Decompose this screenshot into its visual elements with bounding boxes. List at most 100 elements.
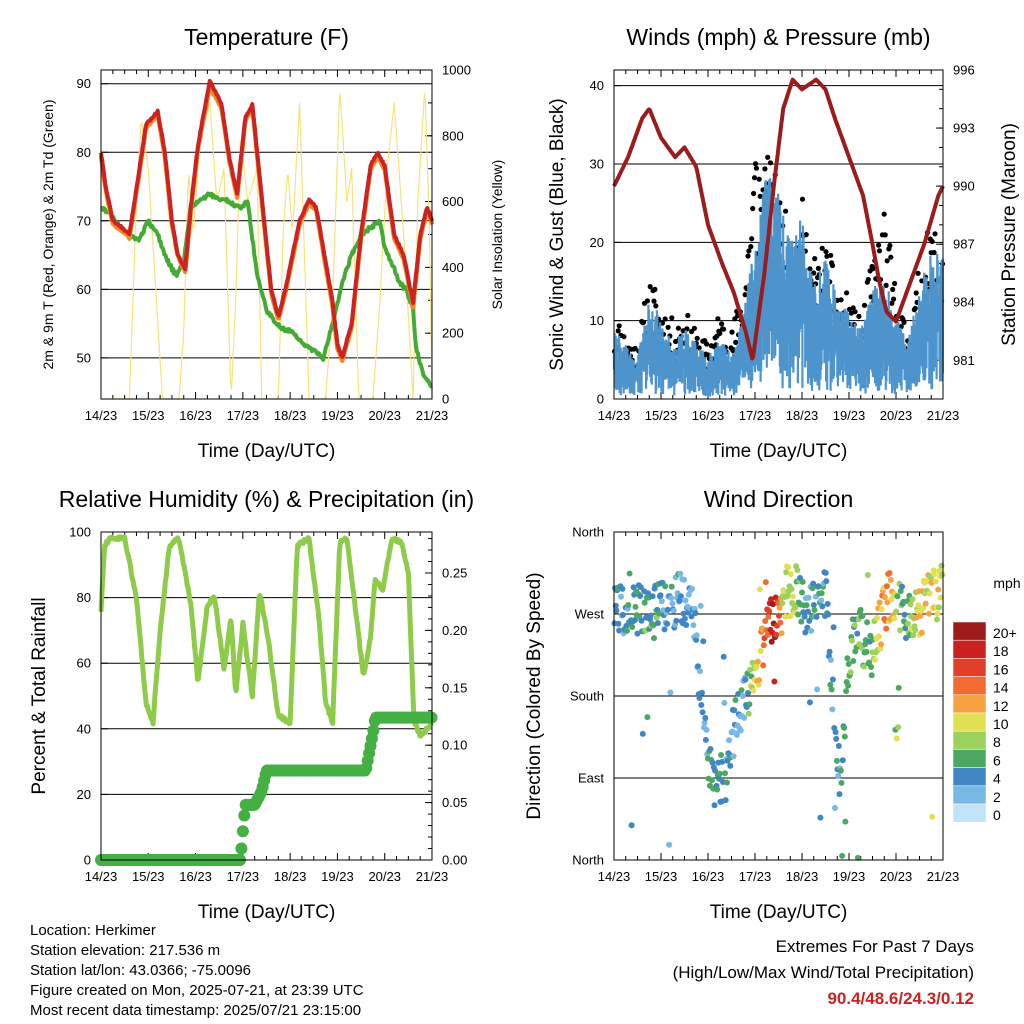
direction-point [657, 592, 664, 599]
direction-point [837, 767, 844, 774]
gust-point [829, 262, 836, 269]
y2-tick-label: 993 [953, 121, 975, 136]
direction-point [721, 700, 728, 706]
y-axis-label: Sonic Wind & Gust (Blue, Black) [547, 98, 568, 370]
x-axis-label: Time (Day/UTC) [710, 441, 848, 462]
direction-point [897, 588, 904, 595]
y2-tick-label: 400 [442, 260, 464, 275]
direction-point [750, 687, 757, 694]
direction-point [670, 607, 677, 614]
direction-point [662, 583, 669, 590]
direction-point [801, 613, 808, 620]
direction-point [637, 584, 644, 591]
direction-point [813, 613, 820, 620]
station-pressure-line [612, 77, 945, 361]
direction-point [677, 570, 684, 577]
direction-point [700, 638, 707, 645]
gust-point [665, 324, 671, 330]
gust-point [913, 290, 919, 296]
direction-point [864, 572, 871, 578]
direction-point [920, 605, 927, 612]
temp-2m-line [99, 78, 434, 359]
x-tick-label: 19/23 [833, 869, 866, 884]
direction-point [732, 697, 739, 703]
y2-tick-label: 0.15 [442, 680, 467, 695]
gust-point [889, 300, 895, 306]
direction-point [768, 596, 775, 603]
direction-point [836, 791, 843, 798]
direction-point [731, 707, 738, 714]
x-tick-label: 18/23 [786, 408, 819, 423]
x-tick-label: 15/23 [645, 408, 678, 423]
gust-point [753, 165, 760, 171]
colorbar-swatch [952, 712, 987, 732]
precip-point [235, 842, 248, 855]
direction-point [716, 770, 723, 777]
gust-point [799, 196, 806, 202]
gust-point [653, 303, 659, 309]
direction-point [823, 578, 830, 585]
direction-point [746, 701, 753, 708]
direction-point [615, 620, 622, 627]
y2-tick-label: 996 [953, 63, 975, 78]
plot-border [100, 531, 433, 861]
direction-point [641, 599, 648, 606]
direction-point [857, 606, 864, 613]
direction-point [874, 615, 880, 621]
gust-point [783, 208, 789, 214]
y-tick-label: 50 [77, 350, 91, 365]
direction-point [830, 624, 837, 631]
gust-point [815, 265, 822, 271]
direction-point [733, 731, 740, 738]
gust-point [852, 309, 858, 315]
colorbar-swatch [952, 676, 987, 696]
direction-point [878, 641, 884, 648]
gust-point [915, 270, 921, 276]
y2-tick-label: 200 [442, 326, 464, 341]
direction-point [722, 770, 728, 777]
direction-point [628, 822, 635, 829]
location-text: Location: Herkimer [30, 922, 156, 939]
direction-point [667, 689, 674, 696]
direction-point [634, 630, 641, 637]
gust-point [890, 286, 896, 292]
direction-point [722, 797, 729, 804]
y2-tick-label: 0.20 [442, 623, 467, 638]
direction-point [760, 662, 767, 669]
precip-point [367, 724, 380, 737]
direction-point [626, 570, 633, 577]
direction-point [845, 661, 852, 667]
direction-point [776, 612, 782, 619]
direction-point [649, 593, 656, 600]
colorbar-swatch [952, 749, 987, 768]
extremes-subtitle: (High/Low/Max Wind/Total Precipitation) [672, 963, 974, 982]
direction-point [805, 594, 812, 601]
x-tick-label: 21/23 [416, 869, 449, 884]
direction-point [703, 726, 710, 733]
direction-point [651, 635, 657, 642]
direction-point [926, 590, 933, 597]
direction-point [696, 695, 703, 701]
direction-point [677, 593, 684, 600]
elevation-text: Station elevation: 217.536 m [30, 942, 221, 959]
direction-point [929, 813, 936, 820]
colorbar-label: 6 [993, 752, 1001, 768]
x-tick-label: 16/23 [179, 408, 212, 423]
direction-point [910, 632, 917, 639]
direction-point [762, 579, 769, 586]
gust-point [876, 242, 882, 248]
direction-point [768, 638, 775, 645]
direction-point [907, 601, 914, 608]
gust-point [912, 305, 918, 311]
direction-point [738, 687, 745, 694]
x-tick-label: 17/23 [739, 408, 772, 423]
direction-point [831, 805, 838, 811]
direction-point [644, 714, 651, 721]
gust-point [651, 298, 657, 304]
direction-point [918, 629, 925, 636]
chart-title: Wind Direction [704, 486, 854, 512]
x-tick-label: 21/23 [927, 408, 960, 423]
direction-point [619, 585, 626, 592]
direction-point [893, 608, 900, 615]
